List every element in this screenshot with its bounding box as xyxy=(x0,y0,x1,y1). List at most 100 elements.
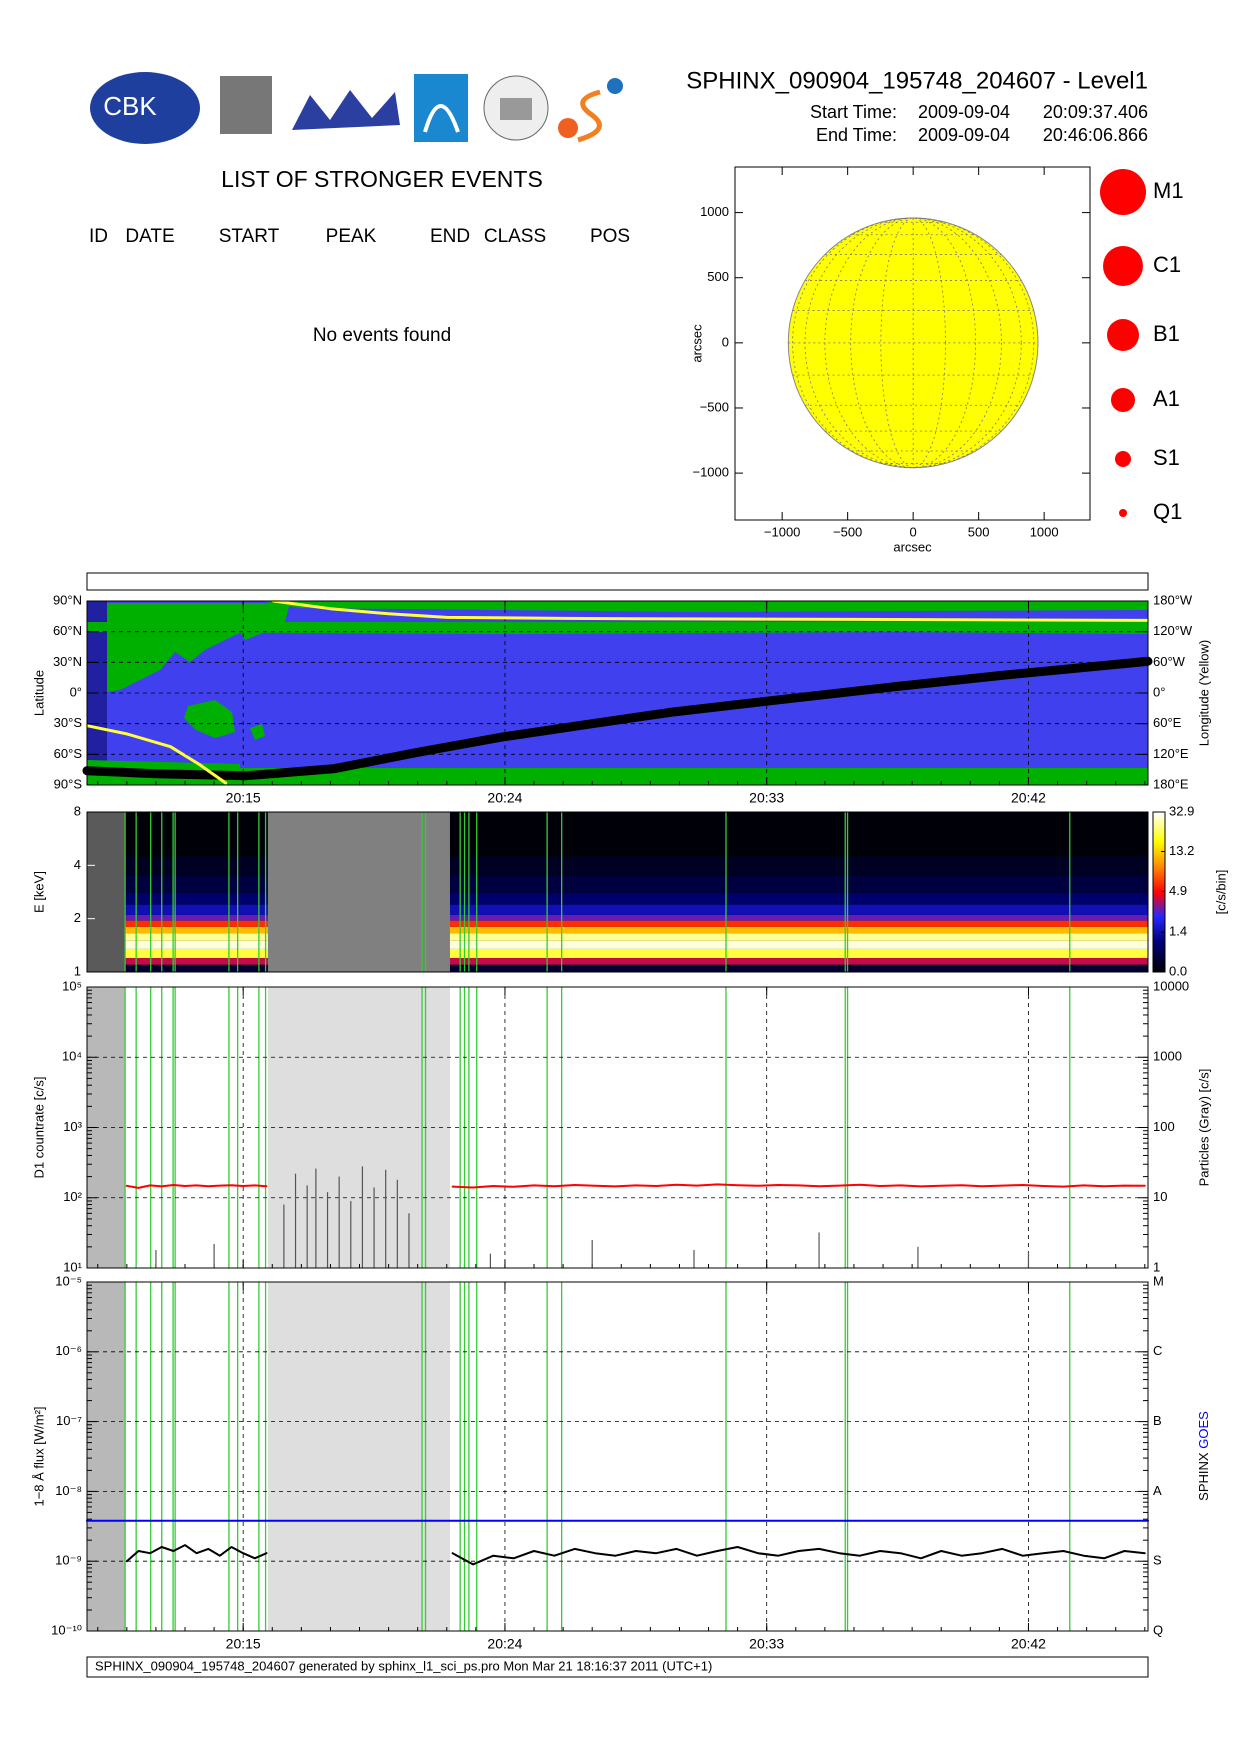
colorbar-step xyxy=(1153,864,1165,867)
x-tick-label: 0 xyxy=(910,524,917,539)
sun-disk xyxy=(787,217,1039,469)
colorbar-step xyxy=(1153,912,1165,915)
x-tick-label: 20:42 xyxy=(1011,790,1046,806)
y-axis-label: arcsec xyxy=(689,324,704,363)
x-axis-label: arcsec xyxy=(893,539,932,554)
colorbar-step xyxy=(1153,932,1165,935)
colorbar-step xyxy=(1153,908,1165,911)
logo-arc-shape xyxy=(423,104,460,133)
logo-sun xyxy=(558,118,578,138)
y2-tick-label: 1000 xyxy=(1153,1049,1182,1064)
colorbar-step xyxy=(1153,958,1165,961)
colorbar-step xyxy=(1153,886,1165,889)
y-tick-label: 10³ xyxy=(63,1119,82,1134)
x-tick-label: 20:24 xyxy=(487,790,522,806)
colorbar-step xyxy=(1153,892,1165,895)
plot-frame xyxy=(86,986,1149,1269)
column-header: DATE xyxy=(125,226,174,247)
colorbar-step xyxy=(1153,828,1165,831)
colorbar-step xyxy=(1153,966,1165,969)
y2-tick-label: S xyxy=(1153,1553,1162,1568)
column-header: CLASS xyxy=(484,226,546,247)
colorbar-step xyxy=(1153,936,1165,939)
y-tick-label: 1 xyxy=(74,963,81,978)
heat-cell xyxy=(125,957,1149,965)
y-tick-label: 10⁻⁸ xyxy=(55,1483,82,1498)
y2-tick-label: 120°E xyxy=(1153,746,1189,761)
colorbar-step xyxy=(1153,868,1165,871)
colorbar-step xyxy=(1153,816,1165,819)
colorbar-step xyxy=(1153,814,1165,817)
heat-cell xyxy=(125,914,1149,921)
legend-label: S1 xyxy=(1153,445,1180,470)
colorbar-step xyxy=(1153,818,1165,821)
y2-axis-label: SPHINX GOES xyxy=(1196,1411,1211,1501)
heat-cell xyxy=(125,926,1149,934)
y-tick-label: 10⁴ xyxy=(62,1049,82,1064)
colorbar-step xyxy=(1153,844,1165,847)
colorbar-step xyxy=(1153,896,1165,899)
colorbar-step xyxy=(1153,922,1165,925)
meridian xyxy=(880,217,946,469)
y-tick-label: 10⁻⁵ xyxy=(55,1273,82,1288)
colorbar-step xyxy=(1153,926,1165,929)
colorbar-step xyxy=(1153,834,1165,837)
colorbar-step xyxy=(1153,970,1165,973)
colorbar-step xyxy=(1153,910,1165,913)
y-axis-label: E [keV] xyxy=(31,871,46,913)
y-tick-label: 10⁵ xyxy=(62,978,82,993)
colorbar-tick-label: 1.4 xyxy=(1169,924,1187,939)
colorbar-step xyxy=(1153,878,1165,881)
colorbar-step xyxy=(1153,874,1165,877)
colorbar-step xyxy=(1153,870,1165,873)
y2-tick-label: B xyxy=(1153,1413,1162,1428)
colorbar-step xyxy=(1153,830,1165,833)
y2-label-goes: GOES xyxy=(1196,1411,1211,1449)
colorbar-step xyxy=(1153,916,1165,919)
column-header: ID xyxy=(89,226,108,247)
y-tick-label: 10⁻⁶ xyxy=(55,1343,82,1358)
land xyxy=(260,601,1148,612)
x-tick-label: 500 xyxy=(968,524,990,539)
colorbar-tick-label: 13.2 xyxy=(1169,843,1194,858)
legend-label: M1 xyxy=(1153,178,1184,203)
x-tick-label: 20:33 xyxy=(749,1636,784,1652)
track xyxy=(82,656,1153,781)
y2-tick-label: 10 xyxy=(1153,1189,1167,1204)
colorbar-step xyxy=(1153,820,1165,823)
colorbar-step xyxy=(1153,956,1165,959)
logo-seal-building xyxy=(500,98,532,120)
y-tick-label: 10² xyxy=(63,1189,82,1204)
x-tick-label: 1000 xyxy=(1030,524,1059,539)
legend-marker xyxy=(1115,451,1131,467)
column-header: PEAK xyxy=(326,226,377,247)
y2-tick-label: M xyxy=(1153,1273,1164,1288)
y-tick-label: 0 xyxy=(722,334,729,349)
y-tick-label: −1000 xyxy=(692,465,729,480)
end-time: 20:46:06.866 xyxy=(1043,125,1148,145)
land xyxy=(87,768,1148,785)
legend-label: B1 xyxy=(1153,321,1180,346)
x-tick-label: 20:15 xyxy=(226,1636,261,1652)
land xyxy=(250,724,265,740)
y-tick-label: 10⁻⁷ xyxy=(56,1413,82,1428)
colorbar-step xyxy=(1153,854,1165,857)
status-bar xyxy=(86,572,1149,591)
colorbar-step xyxy=(1153,938,1165,941)
heat-cell xyxy=(125,948,1149,958)
colorbar-step xyxy=(1153,842,1165,845)
colorbar-step xyxy=(1153,862,1165,865)
plot-frame xyxy=(86,811,1149,973)
x-tick-label: 20:42 xyxy=(1011,1636,1046,1652)
land xyxy=(184,700,235,738)
colorbar-step xyxy=(1153,924,1165,927)
colorbar-step xyxy=(1153,822,1165,825)
logo-text: CBK xyxy=(103,91,157,121)
y-tick-label: 30°S xyxy=(54,715,83,730)
column-header: START xyxy=(219,226,280,247)
column-header: END xyxy=(430,226,470,247)
colorbar-step xyxy=(1153,946,1165,949)
events-title: LIST OF STRONGER EVENTS xyxy=(221,166,543,192)
footer: SPHINX_090904_195748_204607 generated by… xyxy=(95,1658,712,1673)
